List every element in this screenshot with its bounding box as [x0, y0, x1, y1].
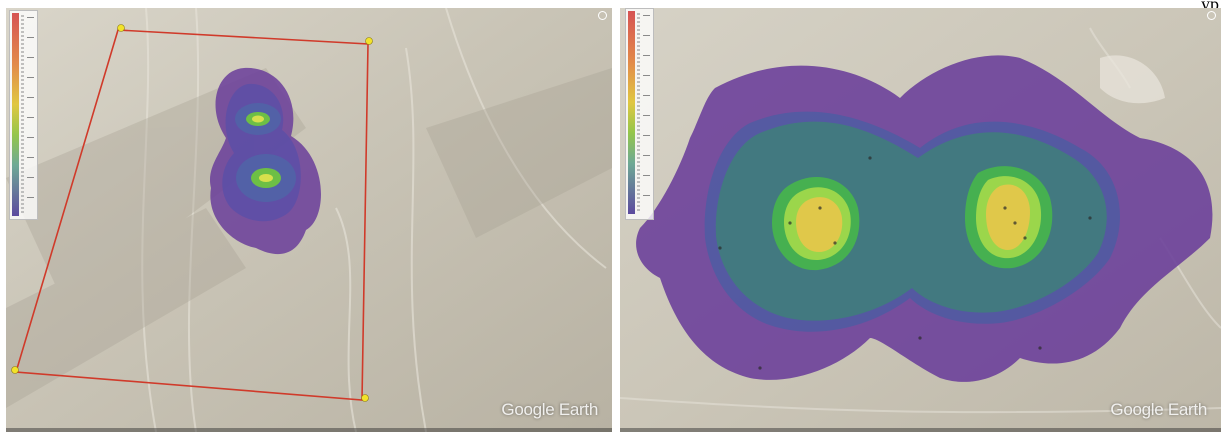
- legend-vertical-text: [21, 15, 24, 215]
- map-panel-overview[interactable]: Google Earth: [6, 8, 612, 432]
- concentration-contours-zoomed: [636, 55, 1213, 382]
- boundary-pins: [11, 24, 373, 402]
- color-ramp: [628, 11, 635, 214]
- pin-icon-top-right[interactable]: [365, 37, 373, 45]
- color-ramp: [12, 13, 19, 216]
- google-earth-watermark: Google Earth: [501, 400, 598, 419]
- legend-vertical-text: [637, 13, 640, 213]
- satellite-map-overview[interactable]: [6, 8, 612, 432]
- google-earth-watermark: Google Earth: [1110, 400, 1207, 419]
- satellite-map-zoomed[interactable]: [620, 8, 1221, 432]
- concentration-contours-overview: [209, 67, 321, 255]
- pin-icon-top-left[interactable]: [117, 24, 125, 32]
- compass-icon[interactable]: [598, 11, 607, 20]
- status-bar: [620, 428, 1221, 432]
- legend-ticks: [20, 17, 36, 217]
- status-bar: [6, 428, 612, 432]
- color-scale-legend: [9, 10, 38, 220]
- color-scale-legend: [625, 8, 654, 220]
- compass-icon[interactable]: [1207, 11, 1216, 20]
- legend-ticks: [636, 15, 652, 215]
- terrain-tracks: [141, 8, 607, 432]
- receptor-points: [718, 156, 1092, 370]
- map-panel-zoomed[interactable]: Google Earth: [620, 8, 1221, 432]
- bright-outcrop: [1100, 55, 1165, 104]
- pin-icon-bottom-right[interactable]: [361, 394, 369, 402]
- pin-icon-bottom-left[interactable]: [11, 366, 19, 374]
